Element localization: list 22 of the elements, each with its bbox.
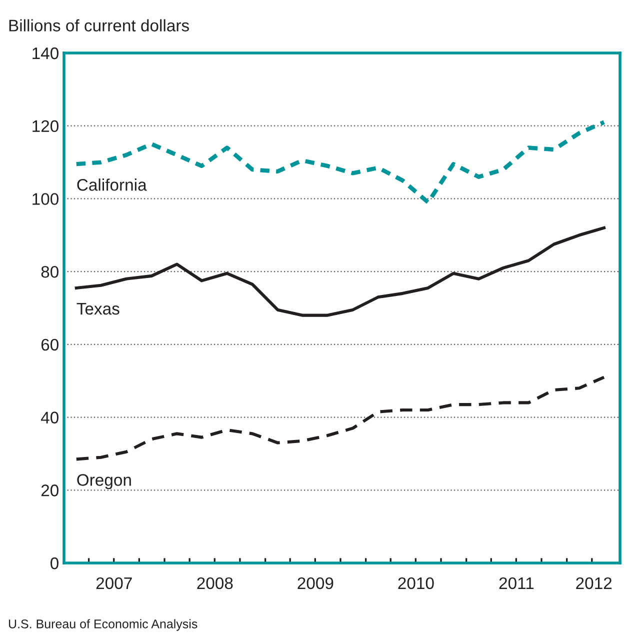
y-tick-label: 120 [32, 120, 58, 132]
x-tick-label: 2010 [398, 577, 434, 590]
x-tick-label: 2012 [576, 577, 612, 590]
y-tick-label: 80 [41, 266, 58, 278]
series-label: Texas [76, 303, 120, 315]
y-axis-title: Billions of current dollars [9, 19, 189, 32]
x-tick-label: 2009 [298, 577, 334, 590]
y-tick-label: 60 [41, 338, 58, 351]
y-tick-label: 0 [50, 557, 58, 570]
series-label: California [77, 178, 147, 191]
line-series [74, 120, 606, 204]
line-series [74, 226, 606, 317]
x-tick-label: 2011 [499, 577, 534, 590]
series-label: Oregon [77, 474, 131, 490]
x-tick-label: 2008 [197, 577, 233, 590]
y-tick-label: 100 [32, 193, 58, 205]
line-series [74, 376, 606, 461]
text: U.S. Bureau of Economic Analysis [8, 619, 198, 631]
y-tick-label: 140 [32, 47, 58, 60]
x-tick-label: 2007 [96, 577, 132, 590]
y-tick-label: 20 [41, 484, 58, 496]
y-tick-label: 40 [40, 412, 58, 424]
